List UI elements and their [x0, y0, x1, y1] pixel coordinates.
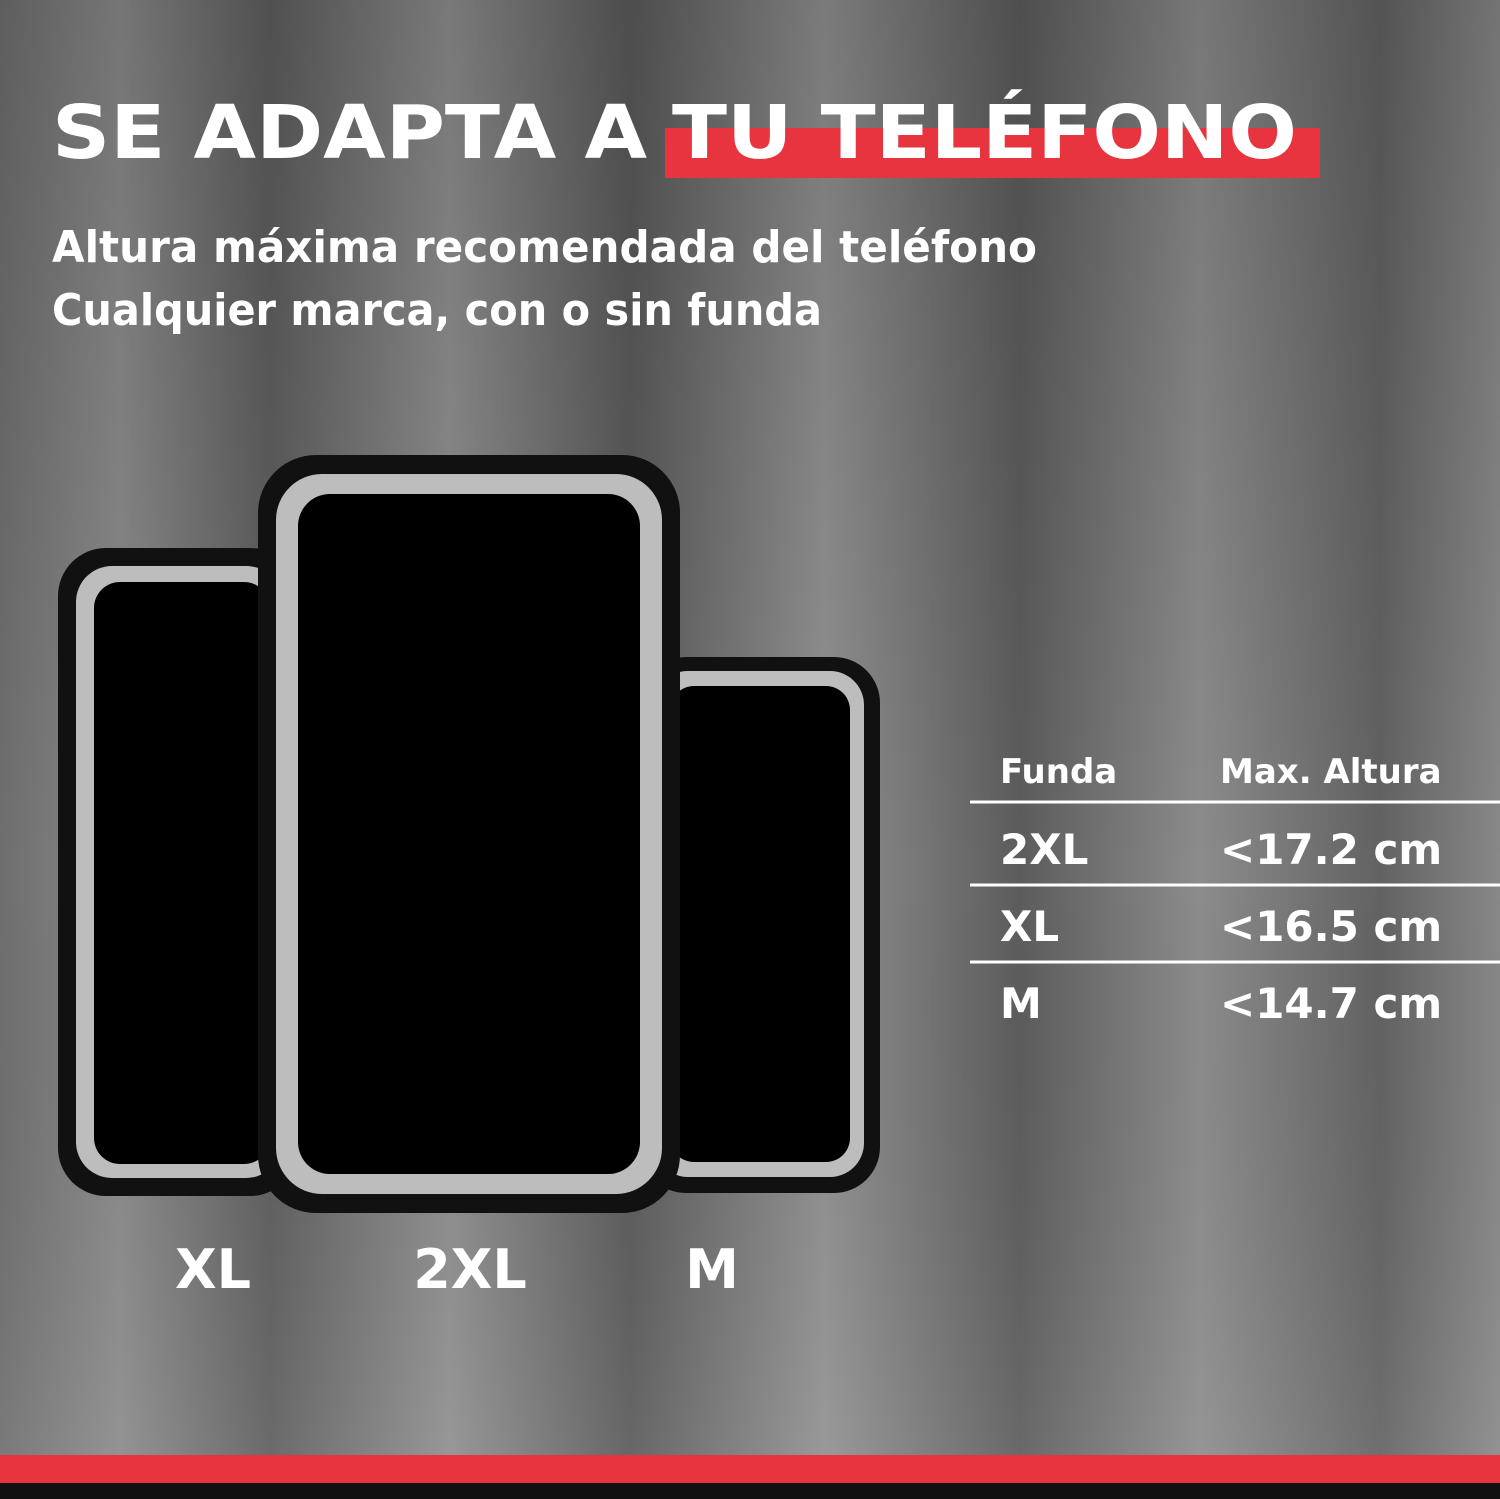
subtitle: Cualquier marca, con o sin funda: [52, 285, 822, 336]
phone-xl: [58, 548, 298, 1196]
table-cell: <14.7 cm: [1220, 979, 1442, 1028]
footer-band: [0, 1455, 1500, 1483]
footer-bar: [0, 1483, 1500, 1499]
table-header: Funda: [1000, 752, 1117, 792]
phone-label: 2XL: [413, 1238, 527, 1301]
phone-label: XL: [175, 1238, 251, 1301]
table-header: Max. Altura: [1220, 752, 1442, 792]
phone-m: [640, 657, 880, 1193]
table-cell: M: [1000, 979, 1042, 1028]
table-cell: <17.2 cm: [1220, 825, 1442, 874]
title: SE ADAPTA A: [52, 90, 647, 176]
table-cell: 2XL: [1000, 825, 1088, 874]
title-highlight: TU TELÉFONO: [672, 88, 1297, 176]
phone-label: M: [685, 1238, 739, 1301]
size-table: Funda Max. Altura 2XL <17.2 cm XL <16.5 …: [970, 752, 1500, 1028]
subtitle: Altura máxima recomendada del teléfono: [52, 222, 1037, 273]
phone-2xl: [258, 455, 680, 1213]
title-highlight-band: [665, 128, 1320, 178]
table-cell: XL: [1000, 902, 1059, 951]
table-cell: <16.5 cm: [1220, 902, 1442, 951]
